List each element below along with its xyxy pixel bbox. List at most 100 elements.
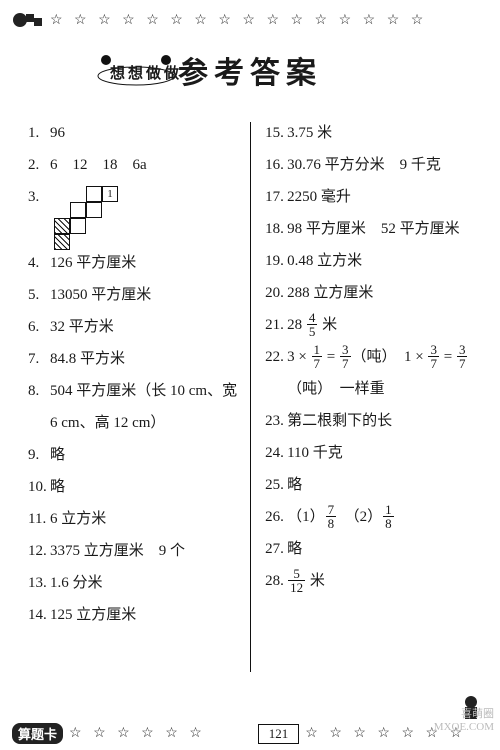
- answer-text: 6 立方米: [50, 511, 106, 527]
- answer-number: 1.: [28, 118, 50, 148]
- answer-item: 5.13050 平方厘米: [28, 280, 237, 310]
- answer-text: 略: [287, 477, 302, 493]
- answer-text: 84.8 平方米: [50, 351, 125, 367]
- answer-number: 27.: [265, 534, 287, 564]
- answer-item: 25.略: [265, 470, 472, 500]
- answer-text: 98 平方厘米 52 平方厘米: [287, 221, 460, 237]
- answer-item: 19.0.48 立方米: [265, 246, 472, 276]
- answer-text: 288 立方厘米: [287, 285, 373, 301]
- answer-text: （1）78 （2）18: [287, 509, 395, 525]
- answer-item: 6.32 平方米: [28, 312, 237, 342]
- answer-text: 32 平方米: [50, 319, 114, 335]
- answer-item: 15.3.75 米: [265, 118, 472, 148]
- answer-text: 6 12 18 6a: [50, 157, 147, 173]
- footer-stars-left: ☆ ☆ ☆ ☆ ☆ ☆: [69, 725, 252, 742]
- answer-item: 10.略: [28, 472, 237, 502]
- q3-shape: 1: [54, 186, 118, 250]
- answer-number: 2.: [28, 150, 50, 180]
- right-column: 15.3.75 米16.30.76 平方分米 9 千克17.2250 毫升18.…: [251, 118, 472, 688]
- answer-item: 3.1: [28, 182, 237, 246]
- answer-number: 8.: [28, 376, 50, 406]
- footer-label: 算题卡: [12, 723, 63, 744]
- answer-item: 28.512 米: [265, 566, 472, 596]
- answer-item: 1.96: [28, 118, 237, 148]
- answer-item: 8.504 平方厘米（长 10 cm、宽: [28, 376, 237, 406]
- answer-item: 14.125 立方厘米: [28, 600, 237, 630]
- answer-text: 3.75 米: [287, 125, 332, 141]
- answer-text: 13050 平方厘米: [50, 287, 151, 303]
- answer-item: 27.略: [265, 534, 472, 564]
- answer-item: 13.1.6 分米: [28, 568, 237, 598]
- answer-text: （吨） 一样重: [287, 381, 385, 397]
- answer-text: 3375 立方厘米 9 个: [50, 543, 185, 559]
- answer-number: 20.: [265, 278, 287, 308]
- answer-text: 126 平方厘米: [50, 255, 136, 271]
- answer-number: 10.: [28, 472, 50, 502]
- answer-text: 96: [50, 125, 65, 141]
- watermark: 喜萌圈 MXQE.COM: [434, 708, 494, 734]
- answer-number: 11.: [28, 504, 50, 534]
- answer-number: 23.: [265, 406, 287, 436]
- header-logo-icon: [12, 8, 46, 32]
- page-number: 121: [258, 724, 300, 744]
- title-row: 想想做做 参考答案: [0, 48, 500, 92]
- answer-text: 110 千克: [287, 445, 343, 461]
- answer-number: 16.: [265, 150, 287, 180]
- answer-number: 3.: [28, 182, 50, 212]
- answer-number: 17.: [265, 182, 287, 212]
- answer-text: 略: [50, 447, 65, 463]
- footer-border: 算题卡 ☆ ☆ ☆ ☆ ☆ ☆ 121 ☆ ☆ ☆ ☆ ☆ ☆ ☆: [0, 723, 500, 744]
- answer-text: 512 米: [287, 573, 325, 589]
- answer-number: 18.: [265, 214, 287, 244]
- watermark-line2: MXQE.COM: [434, 721, 494, 734]
- answer-number: 14.: [28, 600, 50, 630]
- answer-text: 6 cm、高 12 cm）: [50, 415, 165, 431]
- answer-text: 125 立方厘米: [50, 607, 136, 623]
- answer-number: 12.: [28, 536, 50, 566]
- answer-number: 13.: [28, 568, 50, 598]
- answer-item: 16.30.76 平方分米 9 千克: [265, 150, 472, 180]
- answer-number: 9.: [28, 440, 50, 470]
- left-column: 1.962.6 12 18 6a3.14.126 平方厘米5.13050 平方厘…: [28, 118, 251, 688]
- answer-text: 1.6 分米: [50, 575, 103, 591]
- answer-item: 18.98 平方厘米 52 平方厘米: [265, 214, 472, 244]
- answer-text: 略: [50, 479, 65, 495]
- answer-number: 4.: [28, 248, 50, 278]
- column-divider: [250, 122, 251, 672]
- title-sub: 想想做做: [110, 62, 182, 83]
- answers-columns: 1.962.6 12 18 6a3.14.126 平方厘米5.13050 平方厘…: [28, 118, 472, 688]
- answer-number: 19.: [265, 246, 287, 276]
- answer-item: 21.28 45 米: [265, 310, 472, 340]
- answer-text: 第二根剩下的长: [287, 413, 392, 429]
- answer-item: 2.6 12 18 6a: [28, 150, 237, 180]
- answer-item: 22.3 × 17 = 37（吨） 1 × 37 = 37: [265, 342, 472, 372]
- title-main: 参考答案: [178, 48, 322, 92]
- answer-text: 28 45 米: [287, 317, 337, 333]
- header-border: ☆ ☆ ☆ ☆ ☆ ☆ ☆ ☆ ☆ ☆ ☆ ☆ ☆ ☆ ☆ ☆: [0, 0, 500, 36]
- answer-item: （吨） 一样重: [265, 374, 472, 404]
- answer-text: 30.76 平方分米 9 千克: [287, 157, 441, 173]
- answer-item: 12.3375 立方厘米 9 个: [28, 536, 237, 566]
- answer-number: 6.: [28, 312, 50, 342]
- answer-number: 28.: [265, 566, 287, 596]
- answer-text: 2250 毫升: [287, 189, 351, 205]
- answer-item: 24.110 千克: [265, 438, 472, 468]
- answer-number: 24.: [265, 438, 287, 468]
- answer-item: 20.288 立方厘米: [265, 278, 472, 308]
- answer-text: 0.48 立方米: [287, 253, 362, 269]
- answer-number: 5.: [28, 280, 50, 310]
- answer-text: 504 平方厘米（长 10 cm、宽: [50, 383, 237, 399]
- answer-number: 25.: [265, 470, 287, 500]
- answer-number: 22.: [265, 342, 287, 372]
- answer-item: 17.2250 毫升: [265, 182, 472, 212]
- answer-item: 7.84.8 平方米: [28, 344, 237, 374]
- answer-item: 23.第二根剩下的长: [265, 406, 472, 436]
- answer-item: 6 cm、高 12 cm）: [28, 408, 237, 438]
- answer-item: 9.略: [28, 440, 237, 470]
- answer-text: 略: [287, 541, 302, 557]
- answer-number: 7.: [28, 344, 50, 374]
- answer-number: 26.: [265, 502, 287, 532]
- answer-number: 21.: [265, 310, 287, 340]
- answer-item: 11.6 立方米: [28, 504, 237, 534]
- answer-item: 4.126 平方厘米: [28, 248, 237, 278]
